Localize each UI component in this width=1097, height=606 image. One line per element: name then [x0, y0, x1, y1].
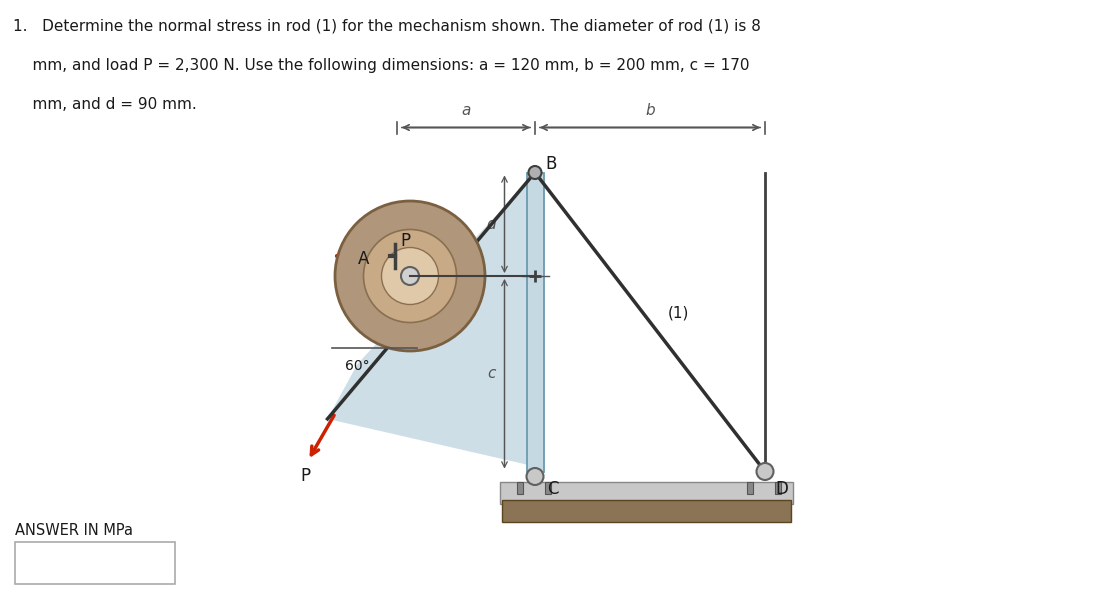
Text: D: D — [774, 479, 788, 498]
Bar — [527, 173, 543, 471]
Circle shape — [402, 267, 419, 285]
Text: mm, and d = 90 mm.: mm, and d = 90 mm. — [13, 97, 197, 112]
Text: mm, and load P = 2,300 N. Use the following dimensions: a = 120 mm, b = 200 mm, : mm, and load P = 2,300 N. Use the follow… — [13, 58, 749, 73]
Text: d: d — [487, 217, 496, 231]
Text: P: P — [299, 467, 310, 485]
Polygon shape — [328, 173, 535, 471]
Text: A: A — [358, 250, 370, 268]
Text: (1): (1) — [668, 305, 689, 320]
FancyBboxPatch shape — [15, 542, 176, 584]
Circle shape — [527, 468, 543, 485]
Text: b: b — [645, 102, 655, 118]
Bar — [500, 482, 793, 504]
Bar — [747, 482, 753, 493]
Text: c: c — [487, 366, 496, 381]
Bar — [517, 482, 523, 493]
Text: 60°: 60° — [346, 359, 370, 373]
Circle shape — [363, 230, 456, 322]
Circle shape — [529, 166, 542, 179]
Circle shape — [757, 463, 773, 480]
Bar — [545, 482, 551, 493]
Text: B: B — [545, 155, 556, 173]
Text: P: P — [400, 232, 410, 250]
Circle shape — [335, 201, 485, 351]
Circle shape — [382, 247, 439, 304]
Bar — [774, 482, 781, 493]
Bar — [502, 499, 791, 522]
Text: 1.   Determine the normal stress in rod (1) for the mechanism shown. The diamete: 1. Determine the normal stress in rod (1… — [13, 18, 761, 33]
Text: a: a — [462, 102, 471, 118]
Text: ANSWER IN MPa: ANSWER IN MPa — [15, 523, 133, 538]
Text: C: C — [547, 479, 558, 498]
